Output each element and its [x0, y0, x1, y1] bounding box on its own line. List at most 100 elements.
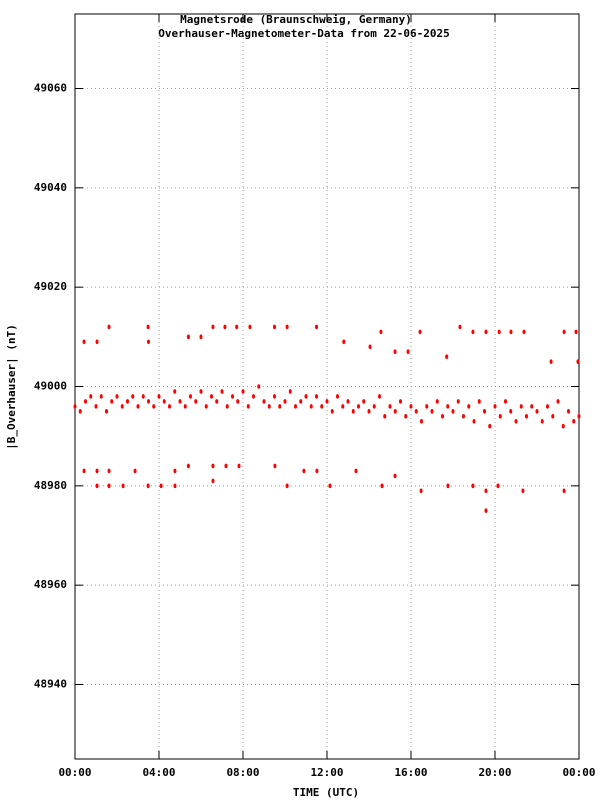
data-point — [225, 404, 229, 409]
data-point — [354, 468, 358, 474]
data-point — [173, 389, 177, 394]
data-point — [285, 324, 289, 330]
data-point — [283, 399, 287, 404]
data-point — [446, 483, 450, 489]
data-point — [484, 488, 488, 494]
data-point — [224, 463, 228, 469]
data-point — [186, 463, 190, 469]
data-point — [379, 329, 383, 335]
data-point — [540, 418, 544, 424]
data-point — [84, 399, 87, 404]
x-axis-label: TIME (UTC) — [293, 786, 359, 799]
data-point — [574, 329, 578, 335]
data-point — [493, 404, 497, 409]
data-point — [406, 349, 410, 355]
data-point — [231, 394, 234, 399]
data-point — [267, 404, 271, 409]
data-point — [211, 478, 215, 484]
data-point — [309, 404, 313, 409]
data-point — [235, 324, 239, 330]
data-point — [288, 389, 292, 394]
data-point — [168, 404, 171, 409]
data-point — [577, 414, 581, 419]
data-point — [393, 473, 397, 479]
x-tick-label: 08:00 — [226, 766, 259, 779]
data-point — [325, 399, 329, 404]
data-point — [383, 414, 387, 419]
data-point — [95, 468, 99, 474]
data-point — [498, 414, 502, 419]
data-point — [446, 404, 450, 409]
data-point — [223, 324, 227, 330]
x-tick-label: 16:00 — [394, 766, 427, 779]
data-point — [576, 359, 580, 364]
data-point — [419, 488, 423, 494]
data-point — [504, 399, 507, 404]
data-point — [509, 409, 513, 414]
x-tick-label: 00:00 — [562, 766, 595, 779]
data-point — [451, 409, 455, 414]
data-point — [146, 483, 150, 489]
data-point — [420, 418, 423, 424]
data-point — [120, 404, 124, 409]
data-point — [183, 404, 187, 409]
data-point — [237, 463, 241, 469]
data-point — [562, 329, 566, 335]
data-point — [315, 324, 318, 330]
data-point — [94, 404, 98, 409]
data-point — [73, 404, 77, 409]
data-point — [173, 483, 177, 489]
data-point — [107, 468, 111, 474]
data-point — [136, 404, 140, 409]
data-point — [285, 483, 289, 489]
data-point — [458, 324, 462, 330]
data-point — [368, 344, 372, 350]
data-point — [497, 329, 501, 335]
data-point — [107, 324, 111, 330]
data-point — [273, 324, 276, 330]
data-point — [294, 404, 297, 409]
data-point — [425, 404, 429, 409]
y-tick-label: 49020 — [34, 280, 67, 293]
data-point — [126, 399, 129, 404]
x-tick-label: 20:00 — [478, 766, 511, 779]
data-point — [189, 394, 192, 399]
data-point — [488, 423, 492, 429]
y-tick-label: 49060 — [34, 82, 67, 95]
data-point — [204, 404, 208, 409]
y-tick-label: 48960 — [34, 578, 67, 591]
data-point — [445, 354, 449, 360]
data-point — [115, 394, 119, 399]
plot-frame — [74, 13, 580, 760]
data-point — [133, 468, 137, 474]
data-point — [248, 324, 252, 330]
data-point — [378, 394, 381, 399]
data-point — [572, 418, 576, 424]
y-tick-label: 49040 — [34, 181, 67, 194]
data-point — [530, 404, 534, 409]
y-tick-label: 48980 — [34, 479, 67, 492]
data-point — [99, 394, 103, 399]
data-point — [399, 399, 402, 404]
data-point — [89, 394, 93, 399]
data-point — [472, 418, 476, 424]
data-point — [484, 329, 488, 335]
y-tick-label: 48940 — [34, 678, 67, 691]
data-point — [304, 394, 308, 399]
data-point — [82, 339, 86, 345]
data-point — [78, 409, 82, 414]
data-point — [441, 414, 444, 419]
data-point — [367, 409, 371, 414]
data-point — [178, 399, 182, 404]
data-point — [315, 468, 319, 474]
data-point — [211, 324, 215, 330]
data-point — [435, 399, 439, 404]
data-point — [546, 404, 549, 409]
data-point — [105, 409, 108, 414]
data-point — [522, 329, 526, 335]
data-point — [556, 399, 560, 404]
data-point — [380, 483, 384, 489]
x-tick-label: 00:00 — [58, 766, 91, 779]
data-point — [186, 334, 190, 340]
data-point — [409, 404, 413, 409]
